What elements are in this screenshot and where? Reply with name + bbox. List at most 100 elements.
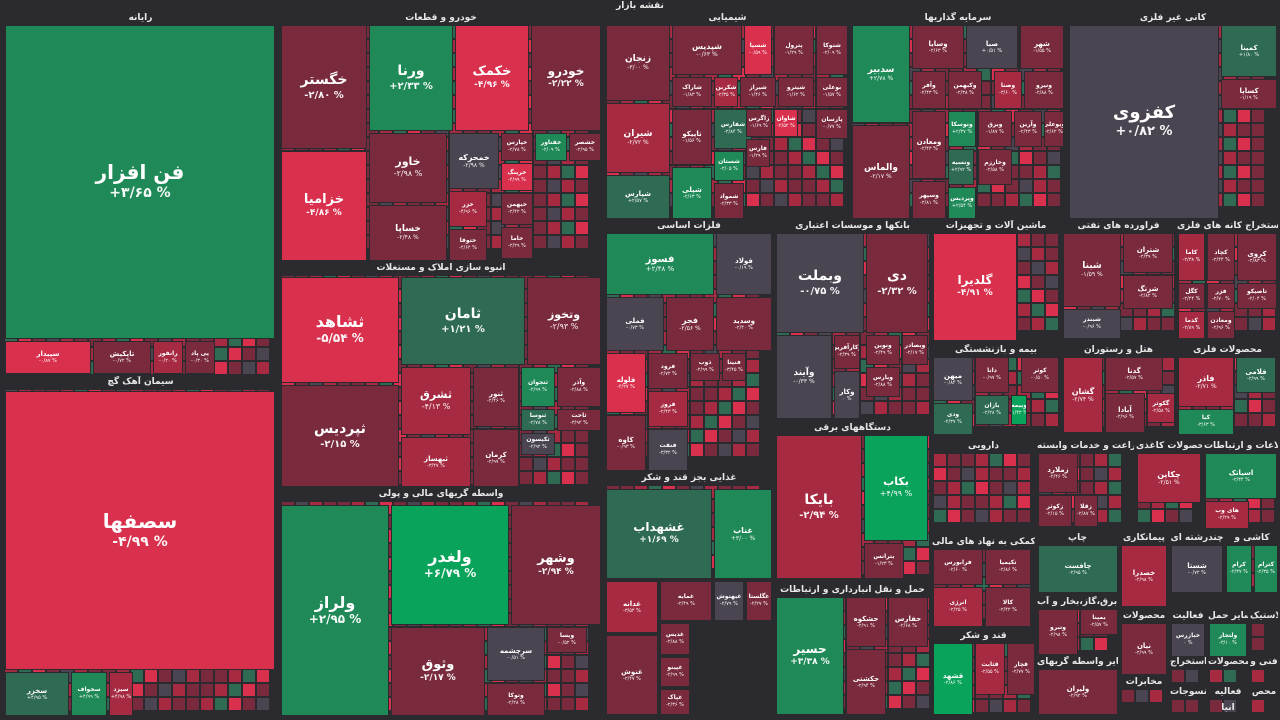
stock-tile[interactable]: وآیند -۰/۳۳ % bbox=[776, 335, 832, 419]
minor-stock-tile[interactable] bbox=[989, 481, 1003, 495]
minor-stock-tile[interactable] bbox=[1033, 165, 1047, 179]
minor-stock-tile[interactable] bbox=[1047, 151, 1061, 165]
minor-stock-tile[interactable] bbox=[575, 471, 589, 485]
stock-tile[interactable]: کچاد -۲/۴۴ % bbox=[1207, 233, 1235, 281]
minor-stock-tile[interactable] bbox=[718, 387, 732, 401]
minor-stock-tile[interactable] bbox=[575, 697, 589, 711]
stock-tile[interactable]: فنفت -۳/۳۲ % bbox=[648, 429, 688, 471]
stock-tile[interactable]: ثنوسا -۲/۷۸ % bbox=[521, 409, 555, 431]
minor-stock-tile[interactable] bbox=[1019, 193, 1033, 207]
stock-tile[interactable]: فرابورس -۲/۶۰ % bbox=[933, 549, 983, 585]
minor-stock-tile[interactable] bbox=[533, 165, 547, 179]
minor-stock-tile[interactable] bbox=[802, 193, 816, 207]
minor-stock-tile[interactable] bbox=[200, 697, 214, 711]
minor-stock-tile[interactable] bbox=[902, 401, 916, 415]
minor-stock-tile[interactable] bbox=[575, 443, 589, 457]
stock-tile[interactable]: بایکا -۲/۹۴ % bbox=[776, 435, 862, 579]
minor-stock-tile[interactable] bbox=[561, 471, 575, 485]
minor-stock-tile[interactable] bbox=[561, 193, 575, 207]
stock-tile[interactable]: بازان -۲/۲۸ % bbox=[975, 395, 1009, 425]
stock-tile[interactable]: وتوکا -۲/۲۸ % bbox=[487, 683, 545, 716]
minor-stock-tile[interactable] bbox=[186, 683, 200, 697]
stock-tile[interactable]: وتخوز -۲/۹۳ % bbox=[527, 277, 601, 365]
stock-tile[interactable]: غمایه -۲/۴۹ % bbox=[660, 581, 712, 621]
minor-stock-tile[interactable] bbox=[802, 151, 816, 165]
minor-stock-tile[interactable] bbox=[860, 401, 874, 415]
minor-stock-tile[interactable] bbox=[1108, 481, 1122, 495]
stock-tile[interactable]: گدنا -۲/۵۷ % bbox=[1105, 357, 1163, 391]
minor-stock-tile[interactable] bbox=[575, 179, 589, 193]
minor-stock-tile[interactable] bbox=[1119, 317, 1133, 331]
minor-stock-tile[interactable] bbox=[916, 681, 930, 695]
stock-tile[interactable]: سپیدار -۰/۸۷ % bbox=[5, 341, 91, 374]
stock-tile[interactable]: خگستر -۲/۸۰ % bbox=[281, 25, 367, 149]
minor-stock-tile[interactable] bbox=[746, 415, 760, 429]
minor-stock-tile[interactable] bbox=[1094, 453, 1108, 467]
stock-tile[interactable]: شمواد -۲/۳۳ % bbox=[714, 183, 744, 219]
stock-tile[interactable]: خشصر -۲/۹۵ % bbox=[569, 133, 601, 161]
minor-stock-tile[interactable] bbox=[1047, 193, 1061, 207]
minor-stock-tile[interactable] bbox=[575, 193, 589, 207]
stock-tile[interactable]: فارس -۱/۲۹ % bbox=[746, 139, 770, 167]
stock-tile[interactable]: غدیس -۲/۸۸ % bbox=[660, 623, 690, 655]
minor-stock-tile[interactable] bbox=[1003, 481, 1017, 495]
minor-stock-tile[interactable] bbox=[1209, 669, 1223, 683]
stock-tile[interactable]: بوعلی -۱/۵۷ % bbox=[816, 77, 848, 107]
stock-tile[interactable]: شپارس +۲/۵۷ % bbox=[606, 175, 670, 219]
minor-stock-tile[interactable] bbox=[933, 481, 947, 495]
minor-stock-tile[interactable] bbox=[989, 509, 1003, 523]
minor-stock-tile[interactable] bbox=[704, 401, 718, 415]
stock-tile[interactable]: غبهنوش -۲/۷۹ % bbox=[714, 581, 744, 621]
minor-stock-tile[interactable] bbox=[575, 207, 589, 221]
minor-stock-tile[interactable] bbox=[732, 415, 746, 429]
minor-stock-tile[interactable] bbox=[1223, 151, 1237, 165]
minor-stock-tile[interactable] bbox=[1247, 509, 1261, 523]
minor-stock-tile[interactable] bbox=[1237, 137, 1251, 151]
stock-tile[interactable]: کترام -۲/۳۵ % bbox=[1254, 545, 1278, 593]
minor-stock-tile[interactable] bbox=[888, 681, 902, 695]
stock-tile[interactable]: خمحرکه -۲/۹۸ % bbox=[449, 133, 499, 189]
stock-tile[interactable]: ثشاهد -۵/۵۴ % bbox=[281, 277, 399, 383]
minor-stock-tile[interactable] bbox=[547, 683, 561, 697]
minor-stock-tile[interactable] bbox=[746, 193, 760, 207]
minor-stock-tile[interactable] bbox=[561, 457, 575, 471]
minor-stock-tile[interactable] bbox=[1171, 669, 1185, 683]
stock-tile[interactable]: شیران -۲/۷۲ % bbox=[606, 103, 670, 173]
minor-stock-tile[interactable] bbox=[732, 443, 746, 457]
minor-stock-tile[interactable] bbox=[561, 179, 575, 193]
minor-stock-tile[interactable] bbox=[947, 453, 961, 467]
minor-stock-tile[interactable] bbox=[575, 165, 589, 179]
minor-stock-tile[interactable] bbox=[1045, 233, 1059, 247]
minor-stock-tile[interactable] bbox=[1135, 689, 1149, 703]
stock-tile[interactable]: کروی -۲/۸۳ % bbox=[1237, 233, 1277, 281]
minor-stock-tile[interactable] bbox=[1045, 289, 1059, 303]
stock-tile[interactable]: بمپنا -۲/۵۷ % bbox=[1080, 609, 1118, 635]
minor-stock-tile[interactable] bbox=[718, 429, 732, 443]
minor-stock-tile[interactable] bbox=[561, 697, 575, 711]
minor-stock-tile[interactable] bbox=[760, 193, 774, 207]
minor-stock-tile[interactable] bbox=[1031, 413, 1045, 427]
stock-tile[interactable]: وثوق -۲/۱۷ % bbox=[391, 627, 485, 716]
stock-tile[interactable]: کرمان -۲/۹۷ % bbox=[473, 429, 519, 487]
minor-stock-tile[interactable] bbox=[916, 373, 930, 387]
minor-stock-tile[interactable] bbox=[830, 179, 844, 193]
minor-stock-tile[interactable] bbox=[704, 387, 718, 401]
minor-stock-tile[interactable] bbox=[547, 193, 561, 207]
minor-stock-tile[interactable] bbox=[947, 481, 961, 495]
minor-stock-tile[interactable] bbox=[760, 179, 774, 193]
minor-stock-tile[interactable] bbox=[718, 443, 732, 457]
minor-stock-tile[interactable] bbox=[1031, 275, 1045, 289]
stock-tile[interactable]: سدبیر +۲/۷۸ % bbox=[852, 25, 910, 123]
stock-tile[interactable]: کالا -۲/۴۲ % bbox=[985, 587, 1031, 627]
minor-stock-tile[interactable] bbox=[172, 683, 186, 697]
minor-stock-tile[interactable] bbox=[947, 495, 961, 509]
minor-stock-tile[interactable] bbox=[242, 347, 256, 361]
stock-tile[interactable]: فاذر -۲/۷۱ % bbox=[1178, 357, 1234, 407]
minor-stock-tile[interactable] bbox=[802, 123, 816, 137]
minor-stock-tile[interactable] bbox=[746, 373, 760, 387]
stock-tile[interactable]: وآذر -۲/۸۸ % bbox=[557, 367, 601, 407]
minor-stock-tile[interactable] bbox=[1251, 151, 1265, 165]
stock-tile[interactable]: غشهداب +۱/۶۹ % bbox=[606, 489, 712, 579]
stock-tile[interactable]: وبملت -۰/۷۵ % bbox=[776, 233, 864, 333]
stock-tile[interactable]: ثاخت -۳/۹۲ % bbox=[557, 409, 601, 431]
